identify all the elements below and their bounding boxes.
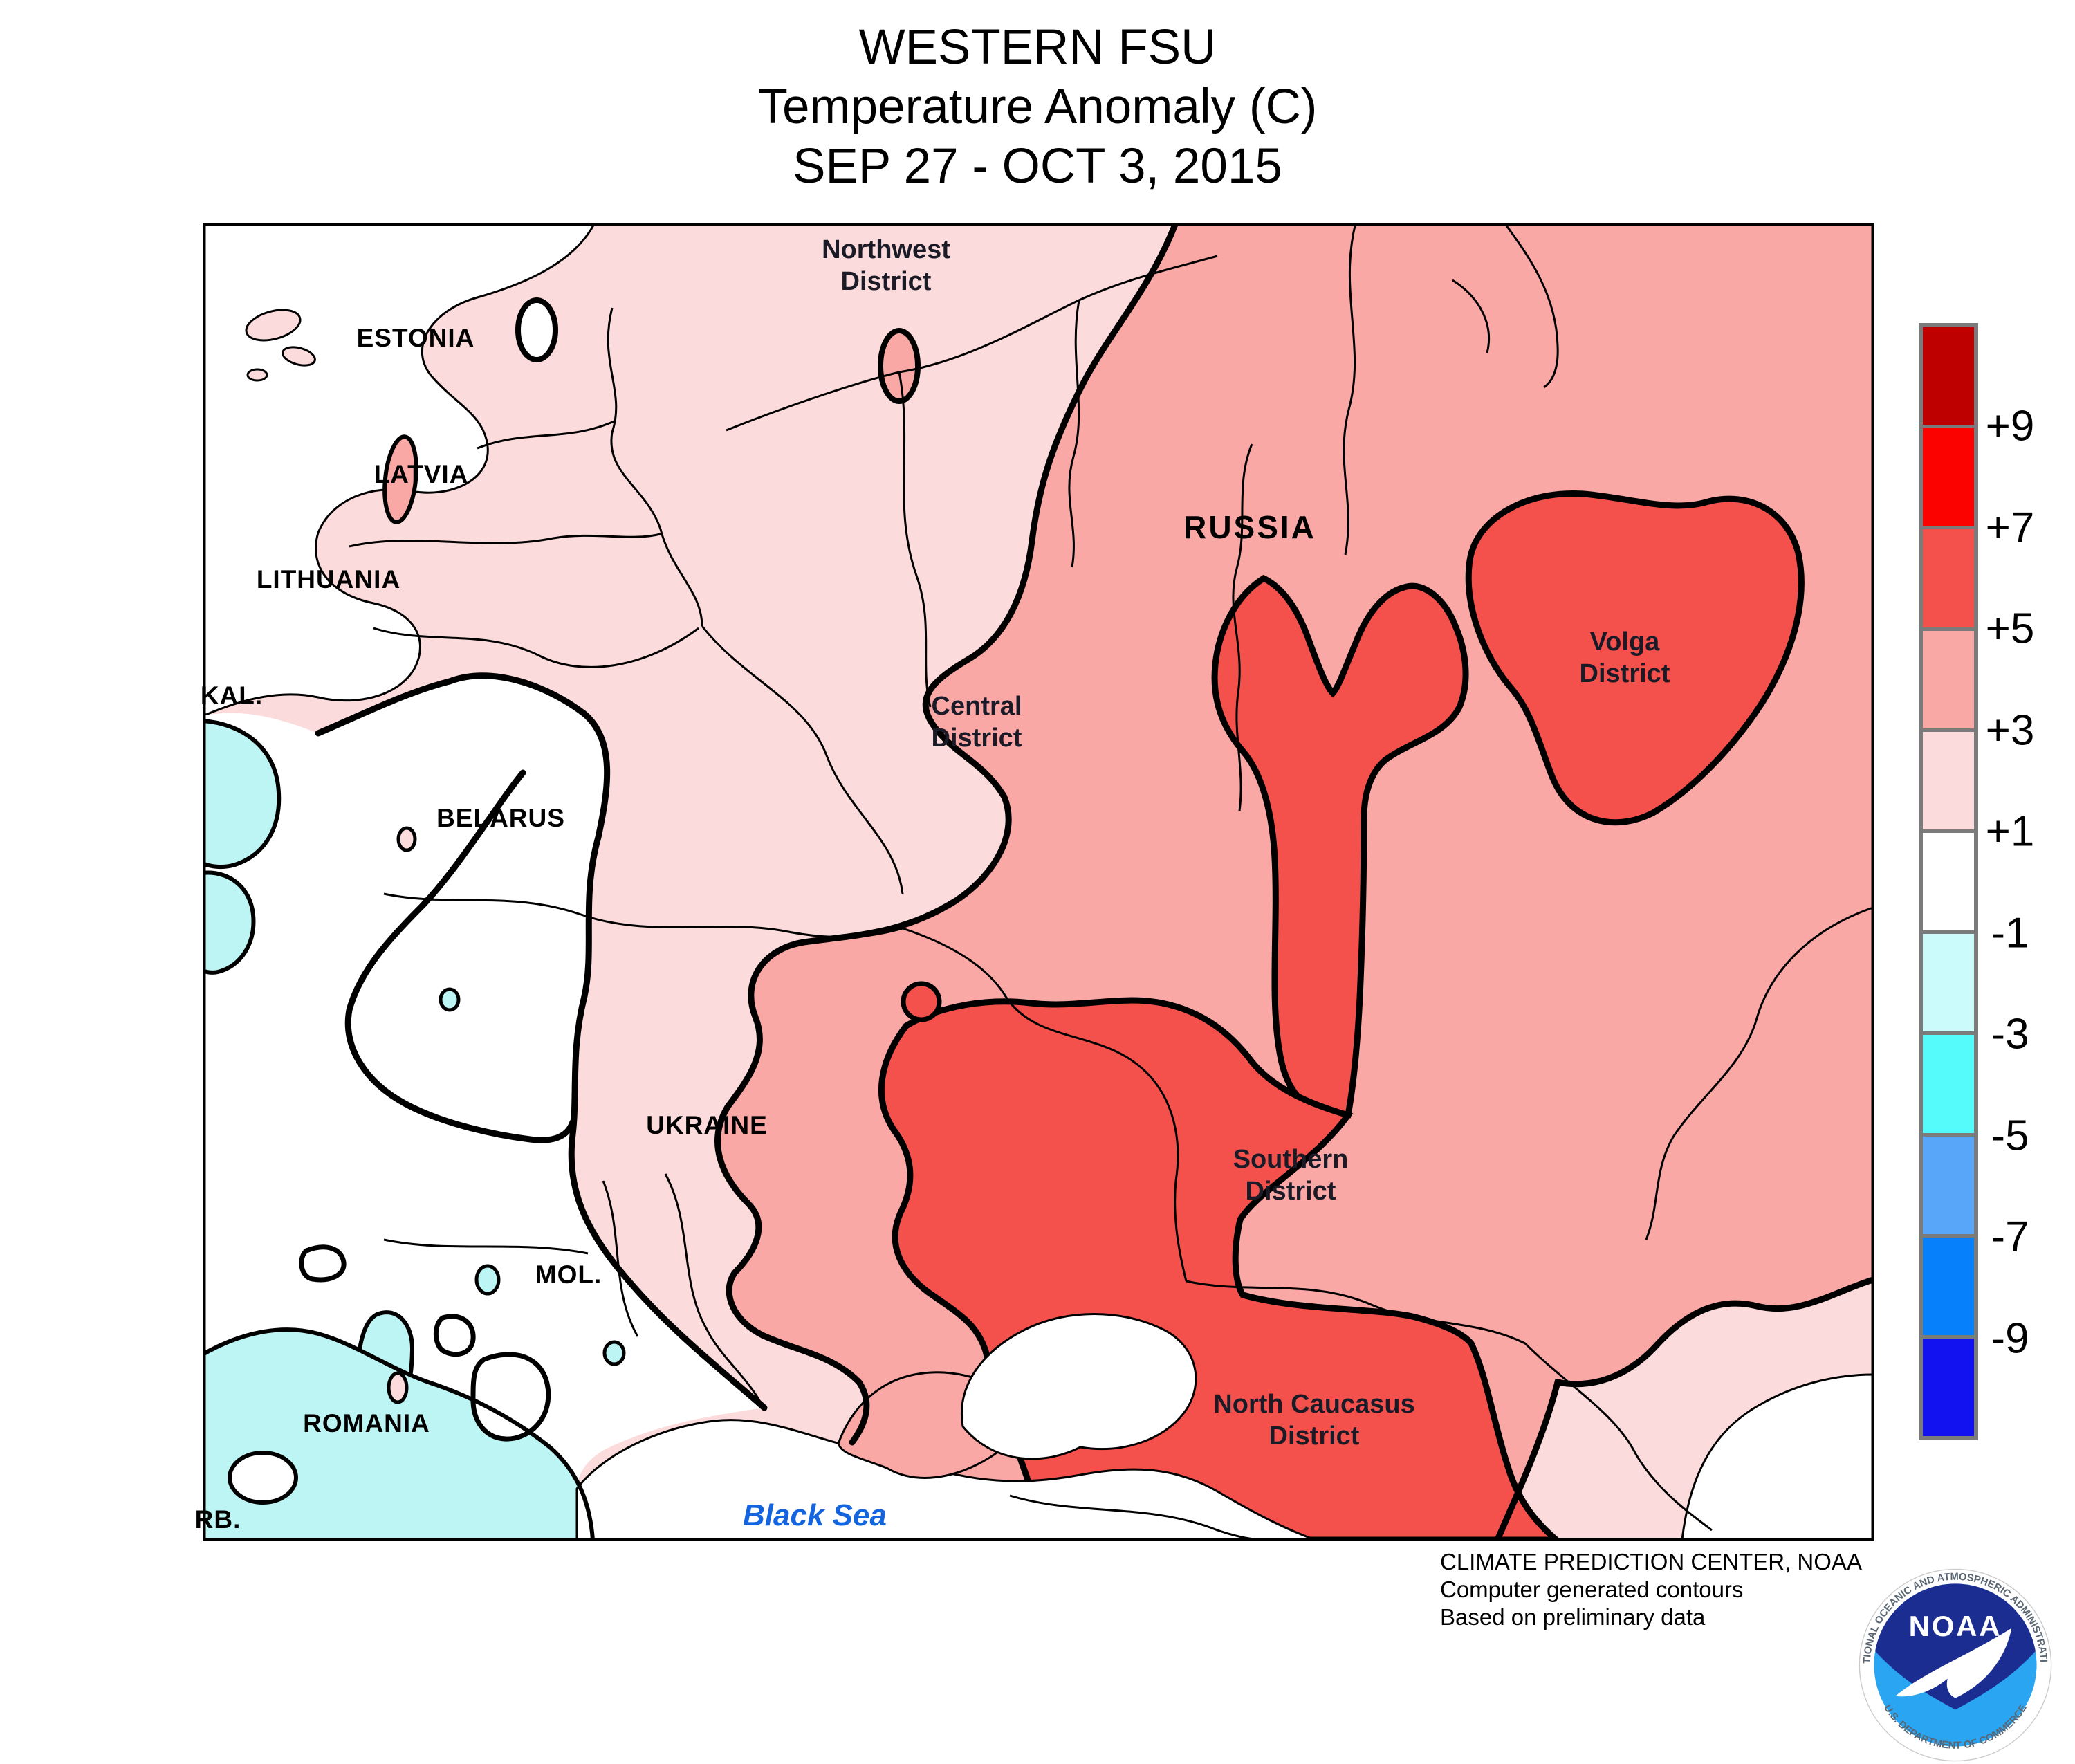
logo-emblem xyxy=(1874,1583,2037,1747)
legend-cell-6 xyxy=(1923,934,1974,1032)
credit-note: Based on preliminary data xyxy=(1440,1604,1706,1630)
central-red-tongue xyxy=(1211,574,1469,1119)
logo-shield xyxy=(1874,1583,2037,1710)
label-kaliningrad: KAL. xyxy=(200,681,264,710)
legend-cell-7 xyxy=(1923,1035,1974,1133)
noaa-logo-svg: NOAA NATIONAL OCEANIC AND ATMOSPHERIC AD… xyxy=(1859,1568,2052,1762)
estonian-islands xyxy=(245,309,316,382)
legend-tick-m9: -9 xyxy=(1991,1314,2029,1363)
label-romania: ROMANIA xyxy=(303,1409,430,1437)
legend-tick-p1: +1 xyxy=(1985,807,2035,856)
legend-tick-p9: +9 xyxy=(1985,402,2035,450)
legend-cell-1 xyxy=(1923,428,1974,526)
legend-tick-m3: -3 xyxy=(1991,1010,2029,1058)
northwest-pink-oval xyxy=(878,328,921,404)
label-estonia: ESTONIA xyxy=(356,324,475,352)
legend-cell-10 xyxy=(1923,1338,1974,1437)
caspian-sea-shape xyxy=(1681,1373,1874,1541)
label-lithuania: LITHUANIA xyxy=(256,565,401,594)
map-title: WESTERN FSU Temperature Anomaly (C) SEP … xyxy=(758,18,1318,196)
legend-cell-0 xyxy=(1923,327,1974,425)
legend-cell-9 xyxy=(1923,1237,1974,1335)
label-belarus: BELARUS xyxy=(436,804,565,832)
legend-colorbar xyxy=(1919,323,1978,1440)
legend-cell-4 xyxy=(1923,731,1974,829)
legend-cell-8 xyxy=(1923,1136,1974,1234)
label-russia: RUSSIA xyxy=(1183,509,1316,545)
label-ukraine: UKRAINE xyxy=(646,1111,768,1139)
label-latvia: LATVIA xyxy=(374,460,469,488)
white-hole-in-cyan xyxy=(228,1451,298,1505)
legend-tick-p3: +3 xyxy=(1985,706,2035,755)
title-region: WESTERN FSU xyxy=(858,20,1217,75)
legend-cell-2 xyxy=(1923,529,1974,627)
legend-tick-m7: -7 xyxy=(1991,1213,2029,1261)
label-central-district: Central District xyxy=(931,692,1022,753)
label-volga-district: Volga District xyxy=(1579,627,1670,688)
label-southern-district: Southern District xyxy=(1233,1145,1349,1206)
credit-agency: CLIMATE PREDICTION CENTER, NOAA xyxy=(1440,1549,1862,1574)
romania-pink-blob xyxy=(387,1371,409,1404)
contour-loops xyxy=(299,1244,551,1442)
belarus-pink-blob xyxy=(396,826,417,852)
small-red-spot xyxy=(901,981,942,1022)
thick-contours xyxy=(203,223,1874,1541)
white-anomaly-band xyxy=(203,675,764,1540)
azov-sea-shape xyxy=(961,1313,1197,1460)
label-northwest-district: Northwest District xyxy=(822,235,950,296)
label-north-caucasus-district: North Caucasus District xyxy=(1213,1390,1415,1451)
legend-cell-3 xyxy=(1923,630,1974,728)
label-black-sea: Black Sea xyxy=(743,1498,887,1532)
legend-tick-m1: -1 xyxy=(1991,909,2029,957)
title-date-range: SEP 27 - OCT 3, 2015 xyxy=(793,139,1282,194)
lake-peipus xyxy=(515,297,558,362)
latvia-pink-blob xyxy=(382,434,418,524)
political-borders xyxy=(349,223,1874,1541)
legend-cell-5 xyxy=(1923,832,1974,931)
map-border xyxy=(203,223,1874,1541)
seas xyxy=(575,1373,1874,1541)
map-canvas xyxy=(203,223,1874,1541)
volga-red-blob xyxy=(1465,490,1805,826)
credit-method: Computer generated contours xyxy=(1440,1577,1744,1602)
legend-tick-m5: -5 xyxy=(1991,1112,2029,1160)
logo-noaa-text: NOAA xyxy=(1909,1610,2002,1642)
noaa-logo: NOAA NATIONAL OCEANIC AND ATMOSPHERIC AD… xyxy=(1859,1568,2052,1762)
credits-block: CLIMATE PREDICTION CENTER, NOAA Computer… xyxy=(1440,1548,1862,1631)
seagull-icon xyxy=(1895,1628,2012,1698)
label-serbia: RB. xyxy=(194,1505,241,1534)
legend-tick-p5: +5 xyxy=(1985,605,2035,653)
anomaly-map xyxy=(203,223,1874,1541)
title-variable: Temperature Anomaly (C) xyxy=(757,80,1318,134)
legend-tick-p7: +7 xyxy=(1985,504,2035,552)
label-moldova: MOL. xyxy=(535,1260,602,1289)
